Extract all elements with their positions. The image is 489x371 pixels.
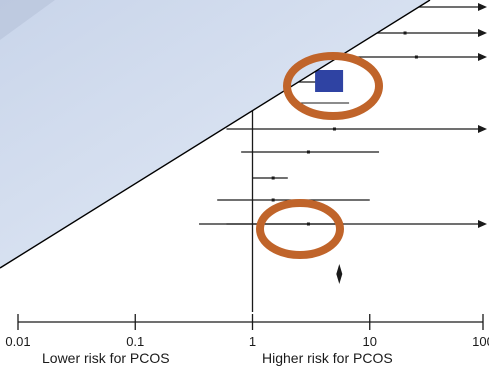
x-label-left: Lower risk for PCOS bbox=[42, 350, 170, 366]
x-label-right: Higher risk for PCOS bbox=[262, 350, 393, 366]
plot-area bbox=[199, 3, 487, 312]
study-square bbox=[271, 198, 275, 202]
study-square bbox=[315, 70, 344, 92]
study-square bbox=[271, 176, 275, 180]
overlay-edge bbox=[0, 0, 431, 269]
ci-arrow bbox=[478, 3, 487, 11]
x-tick-label: 1 bbox=[249, 334, 256, 349]
ci-arrow bbox=[478, 125, 487, 133]
study-square bbox=[414, 55, 418, 59]
slide-texture bbox=[0, 0, 55, 40]
highlight-layer bbox=[256, 52, 383, 259]
x-tick-label: 100 bbox=[472, 334, 489, 349]
x-tick-label: 0.01 bbox=[5, 334, 30, 349]
highlight-ring bbox=[283, 52, 383, 120]
pooled-diamond bbox=[336, 264, 343, 284]
ci-arrow bbox=[478, 29, 487, 37]
x-axis: 0.01 0.1 1 10 100 bbox=[5, 314, 489, 349]
x-tick-label: 10 bbox=[363, 334, 377, 349]
ci-arrow bbox=[478, 53, 487, 61]
ci-arrow bbox=[478, 220, 487, 228]
study-square bbox=[306, 150, 310, 154]
study-square bbox=[403, 31, 407, 35]
x-tick-label: 0.1 bbox=[126, 334, 144, 349]
highlight-ring bbox=[256, 199, 344, 259]
study-square bbox=[332, 127, 336, 131]
